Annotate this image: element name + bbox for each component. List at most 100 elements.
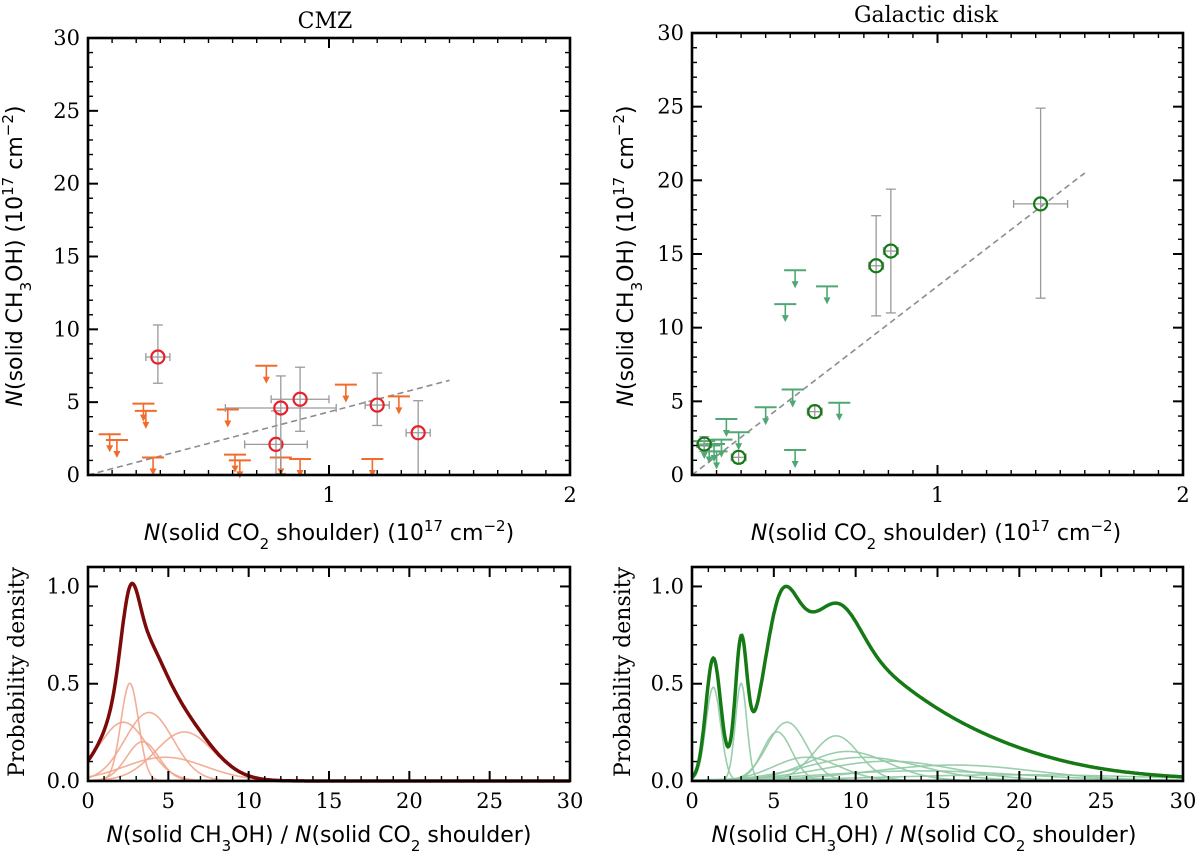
cmz-scatter-detection [224, 375, 337, 475]
disk-pdf-x-tick-label: 10 [842, 789, 869, 813]
disk-scatter-x-tick-label: 1 [931, 483, 944, 507]
cmz-scatter-detection-marker [150, 349, 166, 365]
cmz-scatter-upper-limit-arrow [368, 469, 376, 477]
cmz-scatter-y-tick-label: 0 [67, 463, 80, 487]
cmz-scatter-detection [364, 372, 390, 427]
cmz-pdf-x-tick-label: 10 [235, 789, 262, 813]
cmz-pdf-xlabel: N(solid CH3OH) / N(solid CO2 shoulder) [107, 823, 532, 853]
disk-scatter-upper-limit-arrow [789, 400, 797, 408]
disk-scatter-upper-limit-arrow [717, 450, 725, 458]
disk-scatter-upper-limit-arrow [781, 315, 789, 323]
disk-pdf-total-curve [690, 584, 1184, 779]
cmz-scatter-marks [87, 324, 450, 479]
cmz-pdf-x-tick-label: 15 [316, 789, 343, 813]
disk-scatter-detection [696, 436, 713, 453]
cmz-scatter-y-tick-label: 25 [53, 99, 80, 123]
cmz-scatter-detection-marker [268, 436, 284, 453]
disk-scatter-upper-limit [727, 431, 750, 451]
disk-pdf-frame [690, 565, 1185, 783]
cmz-scatter-ylabel: N(solid CH3OH) (1017 cm−2) [0, 106, 35, 407]
cmz-scatter-upper-limit-arrow [342, 395, 350, 403]
disk-scatter-upper-limit-arrow [713, 462, 721, 470]
disk-pdf-x-tick-label: 5 [767, 789, 780, 813]
cmz-scatter-upper-limit-arrow [142, 421, 150, 429]
cmz-scatter-upper-limit [255, 364, 278, 384]
cmz-scatter-detection [405, 400, 431, 476]
cmz-scatter-detection [270, 366, 330, 432]
cmz-pdf-frame [86, 565, 572, 783]
cmz-scatter-upper-limit-arrow [296, 469, 304, 477]
disk-scatter-upper-limit-arrow [823, 297, 831, 305]
disk-scatter-detection-marker [696, 436, 712, 452]
cmz-pdf-marks [86, 581, 570, 783]
disk-scatter-upper-limit-arrow [722, 430, 730, 438]
cmz-pdf-x-tick-label: 30 [557, 789, 584, 813]
cmz-scatter-upper-limit [142, 456, 165, 476]
disk-pdf-x-tick-label: 25 [1088, 789, 1115, 813]
cmz-scatter-fit-line [87, 379, 450, 476]
cmz-scatter-frame [86, 36, 572, 477]
cmz-scatter-upper-limit [224, 453, 247, 473]
disk-title: Galactic disk [854, 3, 999, 28]
disk-scatter-upper-limit-arrow [735, 443, 743, 451]
disk-scatter-y-tick-label: 20 [657, 168, 684, 192]
cmz-scatter-upper-limit-arrow [395, 407, 403, 415]
disk-pdf-x-tick-label: 20 [1006, 789, 1033, 813]
disk-scatter-detection-marker [883, 243, 899, 259]
disk-scatter-upper-limit [828, 401, 851, 421]
disk-scatter-upper-limit-arrow [700, 452, 708, 460]
disk-scatter-upper-limit-arrow [835, 413, 843, 421]
cmz-scatter-upper-limit-arrow [106, 445, 114, 453]
cmz-scatter-y-tick-label: 5 [67, 390, 80, 414]
disk-scatter-upper-limit [774, 303, 797, 323]
cmz-pdf-y-tick-label: 0.0 [47, 769, 80, 793]
cmz-scatter-x-tick-label: 2 [563, 483, 576, 507]
disk-scatter-upper-limit-arrow [705, 456, 713, 464]
disk-pdf-y-tick-label: 0.0 [651, 769, 684, 793]
disk-scatter-detection [806, 404, 823, 420]
cmz-pdf-ticks: 0 5 10 15 20 25 30 0.0 0.5 1.0 [47, 566, 584, 813]
disk-scatter-upper-limit [816, 285, 839, 305]
disk-scatter-y-tick-label: 15 [657, 242, 684, 266]
disk-scatter-y-tick-label: 5 [671, 389, 684, 413]
disk-scatter-upper-limit-arrow [762, 418, 770, 426]
cmz-scatter-upper-limit [132, 402, 155, 422]
disk-scatter-upper-limit [784, 269, 807, 289]
cmz-pdf-x-tick-label: 0 [81, 789, 94, 813]
disk-scatter-detection [730, 449, 747, 465]
disk-scatter-upper-limit [710, 438, 733, 458]
disk-pdf-ylabel: Probability density [611, 566, 636, 777]
cmz-scatter-upper-limit [334, 383, 357, 403]
cmz-scatter-detection-marker [292, 391, 308, 407]
cmz-scatter-upper-limit-arrow [113, 451, 121, 459]
disk-pdf-marks [690, 584, 1184, 782]
disk-scatter-upper-limit [784, 448, 807, 468]
disk-scatter-fit-line [691, 172, 1086, 476]
cmz-scatter-y-tick-label: 20 [53, 172, 80, 196]
disk-pdf-y-tick-label: 1.0 [651, 574, 684, 598]
cmz-scatter-y-tick-label: 30 [53, 26, 80, 50]
cmz-title: CMZ [298, 9, 353, 34]
disk-pdf-x-tick-label: 30 [1170, 789, 1197, 813]
disk-scatter-detection [1012, 107, 1069, 299]
disk-pdf-x-tick-label: 15 [924, 789, 951, 813]
cmz-scatter-upper-limit-arrow [224, 420, 232, 428]
cmz-scatter-upper-limit-arrow [149, 468, 157, 476]
disk-scatter-detection [868, 215, 885, 317]
disk-scatter-marks [691, 107, 1086, 476]
cmz-scatter-detection-marker [410, 425, 426, 441]
cmz-scatter-detection [243, 410, 308, 476]
disk-scatter-y-tick-label: 10 [657, 316, 684, 340]
cmz-pdf-y-tick-label: 1.0 [47, 574, 80, 598]
cmz-pdf-x-tick-label: 25 [476, 789, 503, 813]
disk-scatter-detection-marker [731, 449, 747, 465]
cmz-pdf-ylabel: Probability density [5, 566, 30, 777]
disk-scatter-frame [690, 31, 1185, 477]
disk-scatter-upper-limit [781, 388, 804, 408]
disk-pdf-xlabel: N(solid CH3OH) / N(solid CO2 shoulder) [712, 823, 1137, 853]
disk-scatter-xlabel: N(solid CO2 shoulder) (1017 cm−2) [751, 517, 1121, 553]
